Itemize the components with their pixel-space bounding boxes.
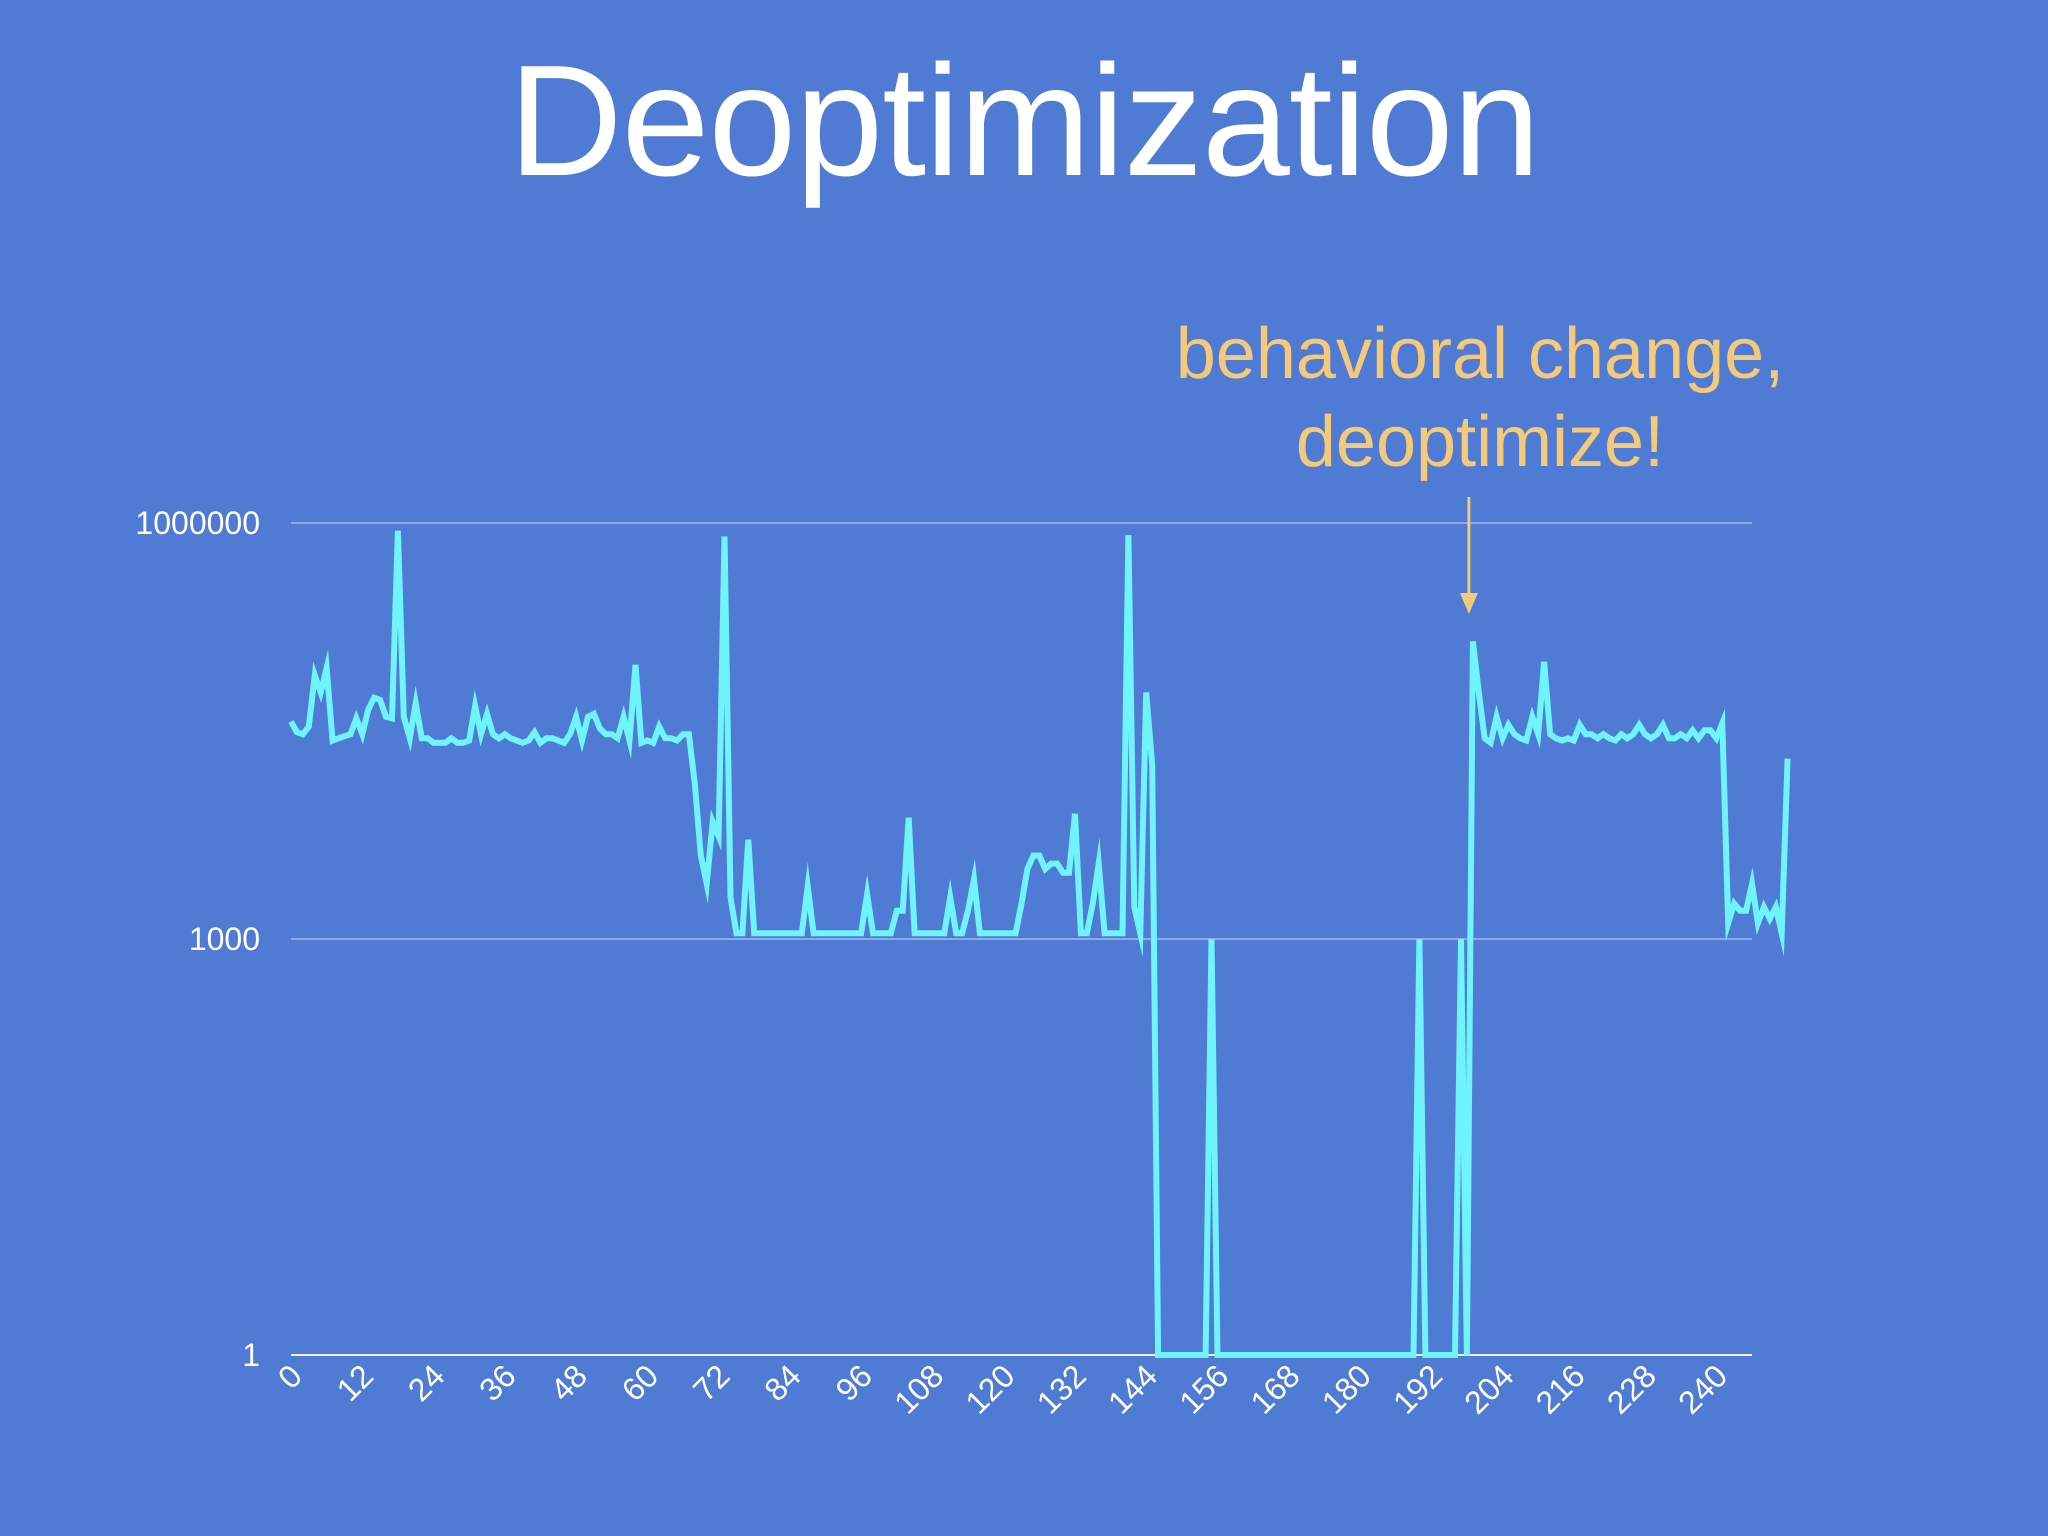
x-tick-label: 120 [958,1357,1021,1420]
annotation-line-1: behavioral change, [1175,314,1785,394]
x-tick-label: 132 [1030,1357,1093,1420]
x-tick-label: 84 [757,1357,808,1408]
x-tick-label: 216 [1529,1357,1592,1420]
x-tick-label: 96 [828,1357,879,1408]
x-tick-label: 36 [472,1357,523,1408]
x-tick-label: 144 [1101,1357,1164,1420]
x-tick-label: 24 [401,1357,452,1408]
y-tick-label: 1000 [189,921,260,957]
x-tick-label: 180 [1315,1357,1378,1420]
series-line [288,530,1791,1358]
x-tick-label: 192 [1386,1357,1449,1420]
annotation-arrow-head [1459,593,1478,614]
x-tick-label: 72 [686,1357,737,1408]
x-tick-label: 240 [1671,1357,1734,1420]
y-tick-label: 1000000 [135,505,260,541]
annotation-text: behavioral change, deoptimize! [1080,310,1880,486]
grid-layer [291,522,1752,1356]
annotation-arrow-layer [1459,497,1478,614]
x-tick-label: 0 [271,1357,309,1395]
x-tick-label: 204 [1457,1357,1520,1420]
x-tick-label: 228 [1600,1357,1663,1420]
x-tick-label: 48 [543,1357,594,1408]
slide-title: Deoptimization [508,33,1540,209]
x-tick-label: 60 [615,1357,666,1408]
y-axis-tick-labels: 1 1000 1000000 [135,505,260,1373]
annotation-line-2: deoptimize! [1295,402,1665,482]
x-tick-label: 12 [330,1357,381,1408]
x-tick-label: 156 [1172,1357,1235,1420]
x-axis-tick-labels: 0 12 24 36 48 60 72 84 96 108 120 132 144 156 168 180 19… [271,1357,1734,1420]
y-tick-label: 1 [242,1337,260,1373]
x-tick-label: 108 [887,1357,950,1420]
x-tick-label: 168 [1243,1357,1306,1420]
series-layer [288,530,1791,1358]
